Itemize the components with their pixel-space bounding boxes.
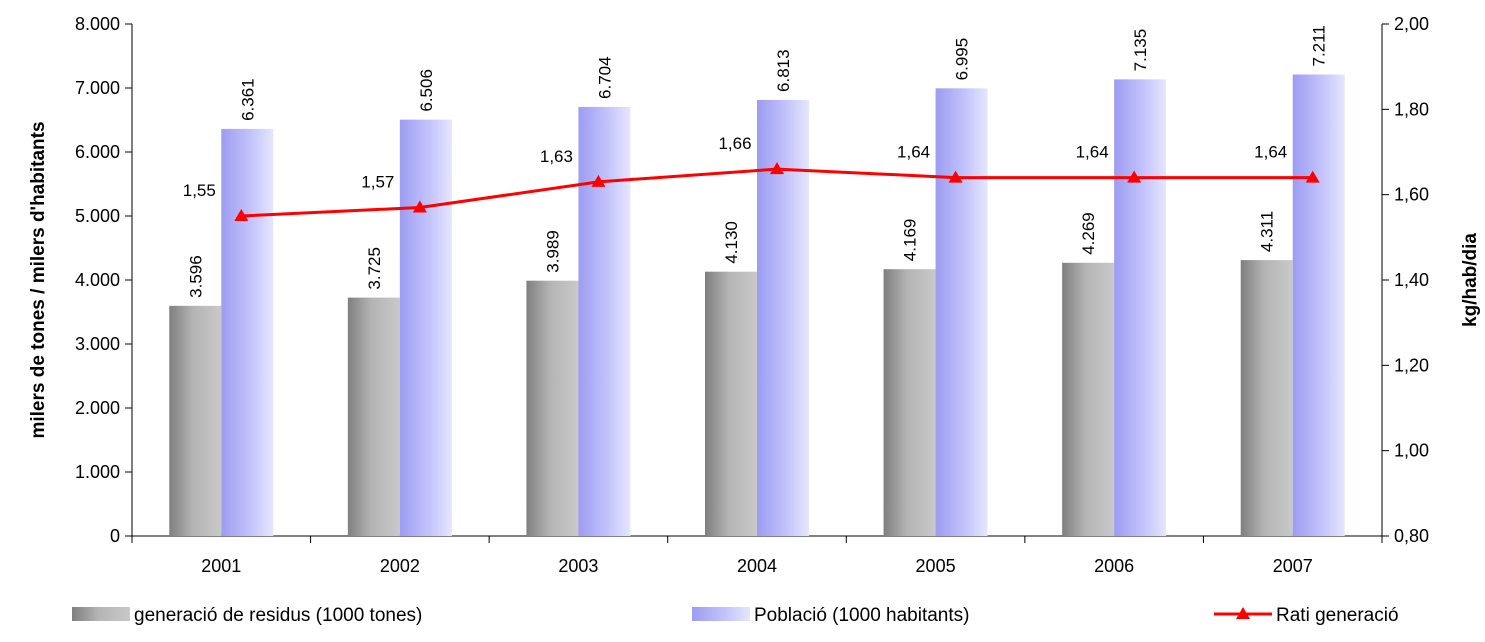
y-right-tick-label: 2,00 xyxy=(1394,14,1429,34)
y-left-tick-label: 1.000 xyxy=(75,462,120,482)
bar-value-label: 4.269 xyxy=(1079,212,1098,255)
bar-value-label: 4.311 xyxy=(1258,211,1277,252)
ratio-marker-2001 xyxy=(234,209,249,221)
y-right-tick-label: 1,40 xyxy=(1394,270,1429,290)
y-right-axis-title: kg/hab/dia xyxy=(1460,233,1481,327)
x-tick-label: 2003 xyxy=(558,556,598,576)
bar-2002-1 xyxy=(399,119,452,536)
bar-2004-0 xyxy=(705,271,757,536)
ratio-marker-2003 xyxy=(591,174,606,187)
bar-2006-1 xyxy=(1114,79,1167,537)
bar-2006-0 xyxy=(1062,262,1115,536)
bar-value-label: 3.989 xyxy=(543,230,562,273)
bar-value-label: 3.725 xyxy=(365,247,384,290)
ratio-value-label: 1,64 xyxy=(1076,143,1109,162)
ratio-marker-2007 xyxy=(1305,170,1320,183)
bar-2001-0 xyxy=(169,305,222,536)
ratio-value-label: 1,66 xyxy=(718,134,751,153)
bar-2004-1 xyxy=(757,99,809,536)
bar-value-label: 6.506 xyxy=(417,69,436,112)
y-left-tick-label: 6.000 xyxy=(75,142,120,162)
x-tick-label: 2007 xyxy=(1273,556,1313,576)
bar-2005-1 xyxy=(935,88,988,536)
bar-value-label: 7.211 xyxy=(1310,25,1329,66)
y-right-tick-label: 1,60 xyxy=(1394,185,1429,205)
ratio-value-label: 1,55 xyxy=(183,181,216,200)
bar-value-label: 4.169 xyxy=(901,219,920,262)
ratio-value-label: 1,63 xyxy=(540,147,573,166)
bar-2003-0 xyxy=(526,280,579,536)
bar-value-label: 6.704 xyxy=(595,56,614,99)
bar-2007-0 xyxy=(1240,260,1293,536)
ratio-marker-2004 xyxy=(770,162,784,175)
bar-value-label: 4.130 xyxy=(722,221,741,264)
legend-swatch-marker xyxy=(1236,607,1250,619)
x-tick-label: 2002 xyxy=(380,556,420,576)
bar-2002-0 xyxy=(347,297,400,536)
y-left-tick-label: 4.000 xyxy=(75,270,120,290)
bar-value-label: 6.361 xyxy=(238,78,257,121)
y-right-tick-label: 1,20 xyxy=(1394,355,1429,375)
ratio-marker-2002 xyxy=(412,200,427,213)
bar-2007-1 xyxy=(1292,74,1345,536)
y-left-tick-label: 2.000 xyxy=(75,398,120,418)
y-left-tick-label: 7.000 xyxy=(75,78,120,98)
ratio-value-label: 1,64 xyxy=(1254,143,1287,162)
x-tick-label: 2001 xyxy=(201,556,241,576)
ratio-value-label: 1,64 xyxy=(897,143,930,162)
bar-2003-1 xyxy=(578,106,631,536)
bar-value-label: 6.813 xyxy=(774,49,793,92)
bar-value-label: 3.596 xyxy=(186,255,205,298)
y-left-tick-label: 5.000 xyxy=(75,206,120,226)
y-right-tick-label: 0,80 xyxy=(1394,526,1429,546)
y-left-tick-label: 8.000 xyxy=(75,14,120,34)
x-tick-label: 2005 xyxy=(916,556,956,576)
legend-label-0: generació de residus (1000 tones) xyxy=(134,605,422,626)
bar-2005-0 xyxy=(883,269,936,536)
ratio-marker-2005 xyxy=(948,170,963,183)
legend-swatch-1 xyxy=(692,607,750,621)
legend-label-2: Rati generació xyxy=(1276,605,1399,626)
bar-value-label: 6.995 xyxy=(953,38,972,81)
y-left-tick-label: 3.000 xyxy=(75,334,120,354)
legend-label-1: Població (1000 habitants) xyxy=(754,605,969,626)
x-tick-label: 2004 xyxy=(737,556,777,576)
y-left-tick-label: 0 xyxy=(110,526,120,546)
bar-value-label: 7.135 xyxy=(1131,29,1150,72)
x-tick-label: 2006 xyxy=(1094,556,1134,576)
ratio-marker-2006 xyxy=(1127,170,1142,183)
bar-2001-1 xyxy=(221,128,274,536)
y-right-tick-label: 1,80 xyxy=(1394,99,1429,119)
y-right-tick-label: 1,00 xyxy=(1394,441,1429,461)
ratio-value-label: 1,57 xyxy=(361,172,394,191)
y-left-axis-title: milers de tones / milers d'habitants xyxy=(28,121,49,438)
legend-swatch-0 xyxy=(72,607,130,621)
